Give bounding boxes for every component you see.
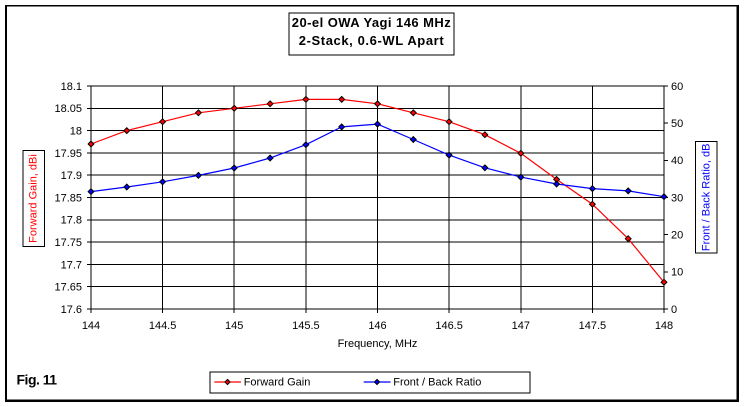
svg-text:17.95: 17.95 bbox=[54, 148, 82, 160]
svg-text:Front / Back Ratio: Front / Back Ratio bbox=[393, 376, 481, 388]
svg-text:18.1: 18.1 bbox=[61, 81, 82, 93]
svg-text:17.85: 17.85 bbox=[54, 192, 82, 204]
svg-text:147: 147 bbox=[512, 320, 530, 332]
svg-text:50: 50 bbox=[671, 118, 683, 130]
svg-text:10: 10 bbox=[671, 267, 683, 279]
svg-text:144: 144 bbox=[82, 320, 100, 332]
svg-text:17.75: 17.75 bbox=[54, 237, 82, 249]
svg-text:20: 20 bbox=[671, 230, 683, 242]
svg-text:Front / Back Ratio, dB: Front / Back Ratio, dB bbox=[700, 143, 712, 251]
svg-text:148: 148 bbox=[655, 320, 673, 332]
svg-text:146.5: 146.5 bbox=[435, 320, 463, 332]
svg-text:17.65: 17.65 bbox=[54, 282, 82, 294]
svg-text:17.8: 17.8 bbox=[61, 215, 82, 227]
svg-text:17.7: 17.7 bbox=[61, 259, 82, 271]
svg-text:60: 60 bbox=[671, 81, 683, 93]
svg-text:145.5: 145.5 bbox=[292, 320, 320, 332]
svg-text:18.05: 18.05 bbox=[54, 103, 82, 115]
svg-text:18: 18 bbox=[70, 126, 82, 138]
svg-text:Forward Gain, dBi: Forward Gain, dBi bbox=[28, 154, 40, 243]
svg-text:30: 30 bbox=[671, 192, 683, 204]
svg-text:Fig. 11: Fig. 11 bbox=[17, 372, 58, 388]
svg-text:0: 0 bbox=[671, 304, 677, 316]
svg-text:144.5: 144.5 bbox=[149, 320, 177, 332]
svg-text:147.5: 147.5 bbox=[579, 320, 607, 332]
svg-text:146: 146 bbox=[368, 320, 386, 332]
svg-text:17.6: 17.6 bbox=[61, 304, 82, 316]
svg-text:Frequency, MHz: Frequency, MHz bbox=[338, 338, 418, 350]
svg-text:17.9: 17.9 bbox=[61, 170, 82, 182]
svg-text:145: 145 bbox=[225, 320, 243, 332]
svg-text:Forward Gain: Forward Gain bbox=[244, 376, 311, 388]
svg-text:40: 40 bbox=[671, 155, 683, 167]
svg-text:2-Stack, 0.6-WL Apart: 2-Stack, 0.6-WL Apart bbox=[299, 33, 445, 48]
svg-text:20-el OWA Yagi 146 MHz: 20-el OWA Yagi 146 MHz bbox=[292, 15, 452, 30]
